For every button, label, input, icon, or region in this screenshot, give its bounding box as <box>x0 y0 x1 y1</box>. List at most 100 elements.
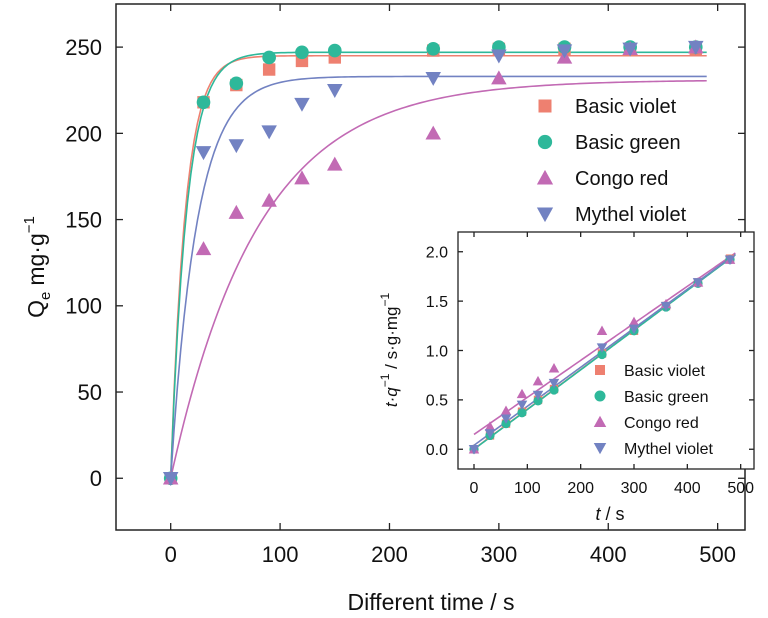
main-point-congo-red <box>491 70 507 85</box>
inset-point-basic-green <box>549 385 559 395</box>
inset-y-axis-title: t·q−1 / s·g·mg−1 <box>378 293 401 408</box>
inset-x-tick-label: 0 <box>470 480 479 497</box>
main-legend: Basic violet Basic green Congo red Mythel v… <box>536 96 687 226</box>
inset-legend-label-congo-red: Congo red <box>624 415 699 432</box>
main-point-mythel-violet <box>327 84 343 98</box>
inset-y-title-unit-exponent: −1 <box>378 293 392 307</box>
inset-point-mythel-violet <box>596 343 608 353</box>
main-point-congo-red <box>425 125 441 140</box>
inset-y-title-q: ·q <box>382 387 401 403</box>
main-ticks: 0 100 200 300 400 500 0 50 100 150 200 250 <box>65 4 745 567</box>
inset-point-basic-green <box>533 396 543 406</box>
inset-y-tick-label: 0.0 <box>426 442 448 459</box>
inset-legend-marker-mythel-violet <box>593 443 607 455</box>
main-legend-label-congo-red: Congo red <box>575 168 668 190</box>
inset-x-tick-label: 200 <box>567 480 594 497</box>
main-point-congo-red <box>195 241 212 256</box>
main-point-congo-red <box>261 192 277 207</box>
main-point-basic-green <box>327 43 342 58</box>
inset-legend-marker-basic-green <box>594 390 606 402</box>
main-point-basic-green <box>262 50 276 65</box>
main-x-tick-label: 100 <box>262 542 299 567</box>
inset-point-congo-red <box>532 375 544 386</box>
main-y-title-subscript: e <box>37 292 54 300</box>
inset-point-congo-red <box>500 405 512 415</box>
main-point-basic-green <box>196 95 211 110</box>
main-legend-marker-mythel-violet <box>536 207 554 223</box>
main-data-points <box>162 39 704 487</box>
main-legend-marker-congo-red <box>536 169 554 185</box>
main-x-tick-label: 300 <box>481 542 518 567</box>
main-point-mythel-violet <box>425 71 441 86</box>
inset-chart: 0 100 200 300 400 500 0.0 0.5 1.0 1.5 2.0 Basic vi… <box>378 231 755 524</box>
inset-ticks: 0 100 200 300 400 500 0.0 0.5 1.0 1.5 2.0 <box>426 232 754 497</box>
main-point-basic-green <box>229 76 244 91</box>
inset-y-title-unit: / s·g·mg <box>382 307 401 374</box>
main-y-axis-title: Qe mg·g−1 <box>21 216 54 318</box>
main-y-title-exponent: −1 <box>21 216 38 233</box>
main-y-title-unit: mg·g <box>23 233 49 285</box>
main-point-congo-red <box>327 156 343 171</box>
main-point-mythel-violet <box>228 139 245 154</box>
inset-x-title-variable: t <box>595 504 601 524</box>
inset-x-tick-label: 400 <box>674 480 701 497</box>
inset-data-points <box>468 254 736 455</box>
inset-legend: Basic violet Basic green Congo red Mythel v… <box>593 363 713 458</box>
main-y-tick-label: 200 <box>65 121 102 146</box>
main-point-mythel-violet <box>491 49 507 64</box>
inset-point-mythel-violet <box>484 429 496 439</box>
main-x-axis-title: Different time / s <box>347 589 514 615</box>
inset-x-tick-label: 500 <box>727 480 754 497</box>
main-point-congo-red <box>294 170 310 185</box>
main-y-title-symbol: Q <box>23 300 49 318</box>
main-legend-marker-basic-violet <box>538 99 552 113</box>
inset-x-title-unit: / s <box>601 504 625 524</box>
main-point-basic-violet <box>262 63 276 76</box>
inset-point-mythel-violet <box>628 324 640 335</box>
main-fit-mythel-violet <box>169 75 707 479</box>
inset-point-basic-green <box>597 349 607 360</box>
inset-point-mythel-violet <box>724 255 736 265</box>
inset-legend-label-mythel-violet: Mythel violet <box>624 441 713 458</box>
inset-point-mythel-violet <box>500 414 512 424</box>
main-y-tick-label: 50 <box>78 380 102 405</box>
main-x-tick-label: 400 <box>590 542 627 567</box>
main-point-basic-green <box>426 42 441 56</box>
inset-x-tick-label: 100 <box>514 480 541 497</box>
inset-x-axis-title: t / s <box>595 504 624 524</box>
inset-point-congo-red <box>516 388 528 399</box>
inset-point-congo-red <box>628 316 640 327</box>
main-legend-label-mythel-violet: Mythel violet <box>575 204 687 226</box>
inset-legend-label-basic-green: Basic green <box>624 389 709 406</box>
main-point-mythel-violet <box>162 472 179 487</box>
inset-point-mythel-violet <box>660 301 672 312</box>
main-point-mythel-violet <box>261 125 277 140</box>
inset-x-tick-label: 300 <box>621 480 648 497</box>
main-legend-marker-basic-green <box>537 134 553 150</box>
inset-point-mythel-violet <box>468 445 480 455</box>
main-point-mythel-violet <box>195 146 212 161</box>
inset-legend-marker-basic-violet <box>595 365 605 375</box>
main-point-mythel-violet <box>556 44 573 59</box>
main-y-tick-label: 250 <box>65 35 102 60</box>
main-legend-label-basic-green: Basic green <box>575 132 681 154</box>
inset-y-tick-label: 2.0 <box>426 245 448 262</box>
inset-y-tick-label: 1.5 <box>426 294 448 311</box>
inset-point-mythel-violet <box>532 390 544 401</box>
main-x-tick-label: 0 <box>165 542 177 567</box>
inset-point-congo-red <box>596 325 608 335</box>
inset-y-tick-label: 1.0 <box>426 343 448 360</box>
main-y-tick-label: 0 <box>90 466 102 491</box>
inset-point-basic-green <box>517 408 527 418</box>
main-y-tick-label: 100 <box>65 294 102 319</box>
inset-legend-marker-congo-red <box>593 415 607 427</box>
main-legend-label-basic-violet: Basic violet <box>575 96 677 118</box>
inset-y-title-t: t <box>382 401 401 407</box>
inset-point-mythel-violet <box>516 400 528 411</box>
inset-y-tick-label: 0.5 <box>426 393 448 410</box>
inset-point-congo-red <box>484 421 496 431</box>
inset-y-title-q-exponent: −1 <box>378 373 392 387</box>
main-x-tick-label: 500 <box>699 542 736 567</box>
main-point-mythel-violet <box>622 42 638 57</box>
